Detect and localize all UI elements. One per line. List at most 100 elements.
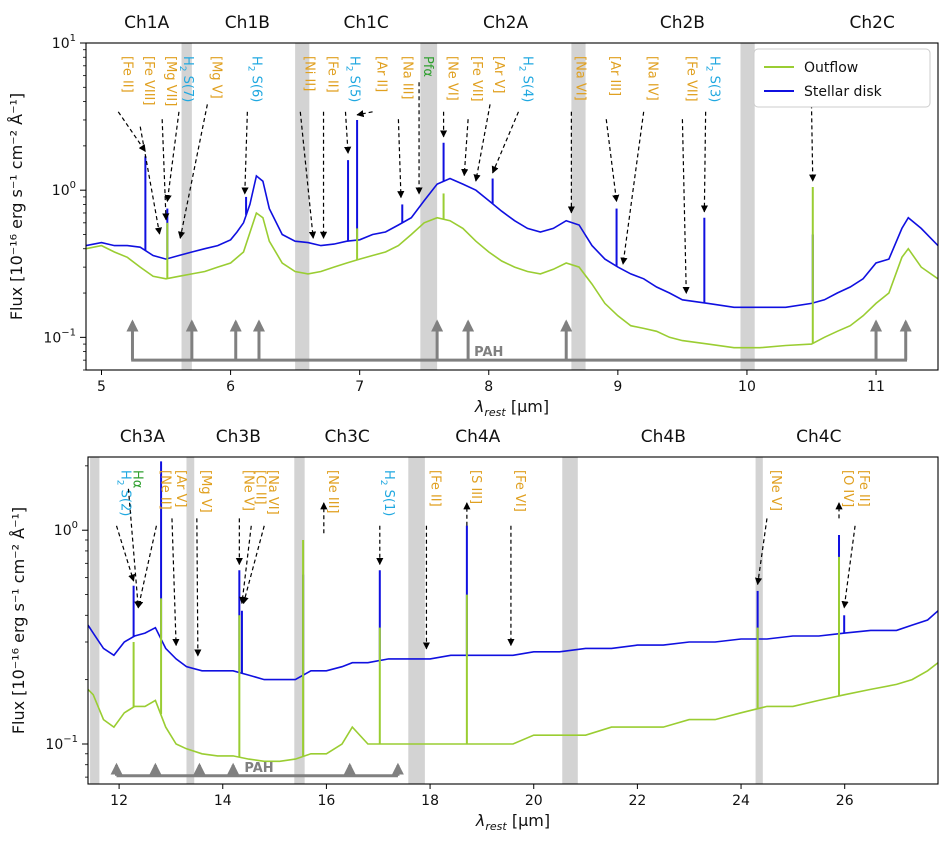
bottom-line-id-label-10: [Fe II] [427, 470, 442, 507]
top-channel-label-4: Ch2B [660, 13, 705, 33]
bottom-line-id-label-8: [Ne III] [325, 470, 340, 514]
top-line-id-label-3: H2 S(7) [177, 56, 195, 102]
top-series-stellar-disk [86, 174, 938, 309]
bottom-line-id-label-6: [Cl II] [252, 470, 267, 505]
top-x-axis-title: λrest [μm] [474, 397, 549, 419]
bottom-line-id-label-0: H2 S(2) [115, 470, 133, 516]
top-line-id-label-20: H2 S(3) [704, 56, 722, 102]
bottom-channel-label-3: Ch4A [455, 427, 500, 447]
bottom-line-id-label-13: [Ne V] [768, 470, 783, 511]
bottom-line-id-label-3: [Ar V] [173, 470, 188, 507]
bottom-line-id-arrow-4 [194, 518, 202, 657]
top-line-id-label-1: [Fe VIII] [141, 56, 156, 105]
top-plot-area: PAH [86, 43, 938, 370]
top-channel-label-5: Ch2C [849, 13, 894, 33]
top-line-id-arrow-10 [397, 119, 405, 199]
legend-label-0: Outflow [804, 60, 858, 76]
bottom-line-id-arrow-7 [241, 525, 265, 605]
top-line-id-arrow-5 [241, 111, 249, 195]
top-gap-band-1 [295, 43, 310, 370]
top-line-id-label-2: [Mg VII] [163, 56, 178, 106]
top-xtick-label-4: 9 [613, 379, 622, 395]
top-legend: Outflow Stellar disk [753, 48, 931, 108]
top-axes-frame [85, 42, 939, 371]
bottom-gap-band-5 [755, 457, 763, 784]
bottom-xtick-label-6: 24 [732, 793, 750, 809]
bottom-series-outflow [88, 662, 938, 763]
bottom-line-id-label-2: [Ne II] [157, 470, 172, 510]
top-series-outflow [86, 211, 938, 349]
legend-box [753, 48, 931, 108]
top-channel-label-2: Ch1C [343, 13, 388, 33]
top-line-id-label-13: [Fe VII] [469, 56, 484, 102]
top-xtick-label-5: 10 [738, 379, 756, 395]
top-y-axis-title: Flux [10⁻¹⁶ erg s⁻¹ cm⁻² Å⁻¹] [7, 93, 26, 320]
top-gap-band-3 [571, 43, 586, 370]
top-line-id-label-11: Pfα [420, 56, 435, 77]
bottom-x-axis-title: λrest [μm] [475, 811, 550, 833]
top-ytick-label-1: 100 [52, 180, 76, 199]
bottom-channel-label-4: Ch4B [641, 427, 686, 447]
top-line-id-label-7: [Fe II] [325, 56, 340, 93]
bottom-series-stellar-disk [88, 610, 938, 681]
bottom-line-id-label-11: [S III] [468, 470, 483, 504]
bottom-xtick-label-0: 12 [110, 793, 128, 809]
top-xtick-label-0: 5 [97, 379, 106, 395]
bottom-line-id-arrow-6 [239, 525, 252, 605]
bottom-axes-frame [87, 456, 939, 785]
top-channel-label-3: Ch2A [483, 13, 528, 33]
bottom-line-id-label-7: [Na VI] [265, 470, 280, 515]
top-line-id-label-4: [Mg V] [208, 56, 223, 99]
top-line-id-arrow-2 [161, 119, 170, 221]
bottom-line-id-arrow-15 [841, 525, 856, 609]
top-line-id-arrow-18 [620, 111, 645, 265]
bottom-line-id-label-5: [Ne V] [240, 470, 255, 511]
top-line-id-label-18: [Na IV] [645, 56, 660, 101]
bottom-xtick-label-5: 22 [628, 793, 646, 809]
legend-label-1: Stellar disk [804, 84, 883, 100]
top-line-id-arrow-9 [356, 110, 373, 118]
bottom-line-id-label-14: [O IV] [840, 470, 855, 507]
bottom-xtick-label-3: 18 [421, 793, 439, 809]
bottom-line-id-label-15: [Fe II] [856, 470, 871, 507]
bottom-gap-band-1 [186, 457, 195, 784]
bottom-plot-area: PAH [88, 457, 938, 784]
top-line-id-label-0: [Fe II] [119, 56, 134, 93]
top-line-id-arrow-0 [117, 111, 146, 153]
top-xtick-label-1: 6 [226, 379, 235, 395]
bottom-gap-band-3 [408, 457, 425, 784]
top-line-id-arrow-14 [473, 104, 491, 182]
bottom-line-id-arrow-0 [115, 525, 136, 582]
bottom-line-id-label-12: [Fe VI] [512, 470, 527, 512]
bottom-line-id-arrow-2 [136, 525, 158, 609]
bottom-gap-band-2 [294, 457, 305, 784]
top-line-id-label-15: H2 S(4) [516, 56, 534, 102]
top-line-id-label-6: [Ni II] [301, 56, 316, 91]
bottom-channel-label-2: Ch3C [324, 427, 369, 447]
bottom-channel-label-0: Ch3A [120, 427, 165, 447]
top-line-id-label-17: [Ar III] [607, 56, 622, 96]
top-line-id-label-10: [Na III] [399, 56, 414, 99]
top-xtick-label-2: 7 [355, 379, 364, 395]
bottom-line-id-arrow-3 [171, 518, 180, 647]
top-line-id-label-9: [Ar II] [374, 56, 389, 92]
top-line-id-arrow-4 [177, 104, 208, 239]
bottom-y-axis-title: Flux [10⁻¹⁶ erg s⁻¹ cm⁻² Å⁻¹] [9, 507, 28, 734]
top-line-id-label-12: [Ne VI] [445, 56, 460, 101]
top-ytick-label-2: 101 [52, 33, 76, 52]
bottom-line-id-arrow-1 [127, 488, 142, 609]
top-gap-band-4 [740, 43, 755, 370]
bottom-channel-label-1: Ch3B [216, 427, 261, 447]
top-line-id-arrow-17 [605, 119, 620, 203]
bottom-xtick-label-1: 14 [214, 793, 232, 809]
bottom-ytick-label-1: 100 [54, 520, 78, 539]
top-gap-band-2 [420, 43, 438, 370]
top-line-id-label-8: H2 S(5) [343, 56, 361, 102]
bottom-gap-band-0 [90, 457, 100, 784]
top-line-id-label-14: [Ar V] [491, 56, 506, 93]
top-line-id-label-19: [Fe VII] [683, 56, 698, 102]
bottom-line-id-label-9: H2 S(1) [378, 470, 396, 516]
bottom-xtick-label-2: 16 [318, 793, 336, 809]
